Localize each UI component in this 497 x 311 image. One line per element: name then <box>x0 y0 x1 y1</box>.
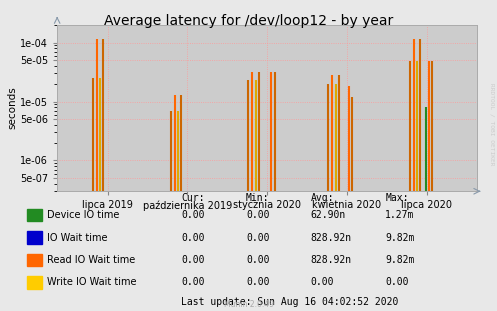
Y-axis label: seconds: seconds <box>7 87 17 129</box>
Text: Max:: Max: <box>385 193 409 202</box>
Text: 0.00: 0.00 <box>246 210 269 220</box>
Text: 0.00: 0.00 <box>385 277 409 287</box>
Text: 1.27m: 1.27m <box>385 210 414 220</box>
Text: Min:: Min: <box>246 193 269 202</box>
Text: 9.82m: 9.82m <box>385 255 414 265</box>
Text: 0.00: 0.00 <box>181 277 205 287</box>
Text: Average latency for /dev/loop12 - by year: Average latency for /dev/loop12 - by yea… <box>104 14 393 28</box>
Text: 0.00: 0.00 <box>246 255 269 265</box>
Text: 9.82m: 9.82m <box>385 233 414 243</box>
Text: Read IO Wait time: Read IO Wait time <box>47 255 136 265</box>
Text: Last update: Sun Aug 16 04:02:52 2020: Last update: Sun Aug 16 04:02:52 2020 <box>181 297 399 307</box>
Text: 0.00: 0.00 <box>246 233 269 243</box>
Text: 0.00: 0.00 <box>311 277 334 287</box>
Text: 0.00: 0.00 <box>246 277 269 287</box>
Text: Device IO time: Device IO time <box>47 210 120 220</box>
Text: Cur:: Cur: <box>181 193 205 202</box>
Text: IO Wait time: IO Wait time <box>47 233 108 243</box>
Text: Munin 2.0.49: Munin 2.0.49 <box>224 300 273 309</box>
Text: 62.90n: 62.90n <box>311 210 346 220</box>
Text: RRDTOOL / TOBI OETIKER: RRDTOOL / TOBI OETIKER <box>490 83 495 166</box>
Text: Write IO Wait time: Write IO Wait time <box>47 277 137 287</box>
Text: 828.92n: 828.92n <box>311 233 352 243</box>
Text: Avg:: Avg: <box>311 193 334 202</box>
Text: 828.92n: 828.92n <box>311 255 352 265</box>
Text: 0.00: 0.00 <box>181 255 205 265</box>
Text: 0.00: 0.00 <box>181 210 205 220</box>
Text: 0.00: 0.00 <box>181 233 205 243</box>
